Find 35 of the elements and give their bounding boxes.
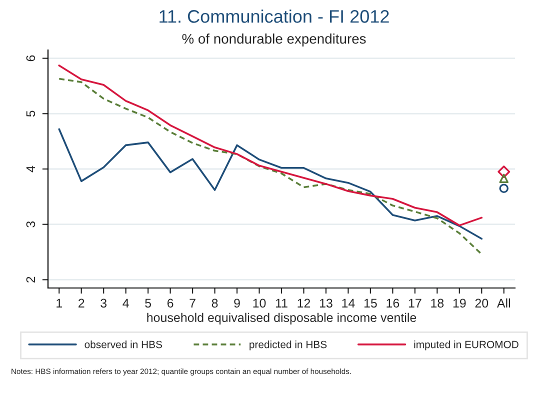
x-tick-label: 11 [276, 298, 288, 308]
x-tick-label: 10 [253, 298, 266, 308]
y-tick-label: 6 [26, 55, 36, 62]
legend-label: imputed in EUROMOD [414, 340, 518, 350]
line-series [58, 128, 483, 240]
legend-label: observed in HBS [84, 340, 162, 348]
x-tick-label: 6 [167, 298, 174, 308]
x-tick-label: All [496, 298, 510, 308]
x-tick-label: 5 [145, 298, 152, 308]
line-series [58, 64, 483, 226]
chart-title: 11. Communication - FI 2012 [160, 10, 389, 23]
y-tick-label: 2 [26, 276, 35, 283]
x-tick-label: 9 [234, 298, 240, 308]
x-tick-label: 19 [453, 298, 466, 308]
x-tick-label: 20 [475, 298, 488, 308]
x-tick-label: 15 [364, 298, 377, 308]
x-tick-label: 4 [122, 298, 129, 308]
x-tick-label: 3 [100, 298, 107, 308]
y-tick-label: 4 [26, 166, 35, 172]
x-tick-label: 8 [212, 298, 218, 308]
legend-label: predicted in HBS [250, 340, 327, 350]
x-tick-label: 16 [386, 298, 400, 308]
x-tick-label: 18 [431, 298, 444, 308]
x-tick-label: 14 [342, 298, 355, 308]
x-tick-label: 1 [56, 298, 62, 308]
y-tick-label: 5 [26, 110, 36, 117]
x-tick-label: 7 [190, 298, 196, 308]
x-tick-label: 17 [408, 298, 422, 308]
chart-subtitle: % of nondurable expenditures [182, 34, 366, 46]
y-tick-label: 3 [26, 221, 36, 228]
x-tick-label: 12 [298, 298, 310, 308]
x-axis-title: household equivalised disposable income ventile [147, 312, 416, 324]
x-tick-label: 13 [320, 298, 332, 308]
x-tick-label: 2 [78, 298, 84, 308]
line-series [58, 78, 483, 256]
